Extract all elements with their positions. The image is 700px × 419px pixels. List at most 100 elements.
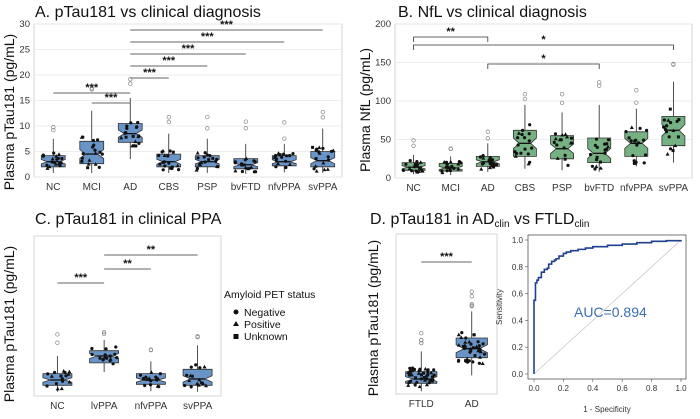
- panel-c-box-nfvPPA-point: [158, 372, 162, 376]
- panel-b-box-NC-point: [418, 166, 422, 170]
- panel-b-box-PSP-point: [569, 136, 574, 140]
- roc-xtick-label: 0.8: [646, 384, 658, 393]
- legend-entry-negative: Negative: [244, 307, 286, 319]
- panel-a-box-NC-point: [54, 154, 59, 158]
- panel-a-box-CBS-point: [166, 154, 170, 158]
- panel-c-box-svPPA-point: [189, 365, 193, 369]
- panel-b-box-bvFTD-point: [595, 155, 599, 159]
- panel-a-box-NC-point: [41, 153, 45, 157]
- panel-a-box-PSP-point: [205, 153, 209, 157]
- panel-d-box-FTLD-point: [419, 373, 423, 377]
- panel-b-box-PSP-point: [560, 132, 565, 137]
- panel-b-ytick-0: 0: [386, 173, 391, 184]
- panel-a-box-nfvPPA-point: [291, 152, 295, 156]
- panel-a-box-svPPA-point: [326, 158, 331, 162]
- panel-a-box-bvFTD-point: [249, 165, 254, 169]
- panel-b-box-MCI-point: [440, 169, 444, 173]
- panel-a-box-nfvPPA-point: [272, 155, 277, 159]
- panel-a-box-AD-point: [136, 120, 140, 125]
- panel-a-box-CBS-point: [158, 162, 162, 166]
- panel-b-box-NC-point: [407, 166, 412, 171]
- panel-a-box-PSP-point: [197, 161, 202, 166]
- panel-b-box-AD-point: [478, 155, 482, 159]
- panel-a-box-MCI-point: [86, 162, 91, 166]
- panel-d-box-FTLD-point: [428, 378, 432, 382]
- panel-a-box-bvFTD-point: [246, 167, 250, 171]
- panel-c-box-lvPPA-outlier: [101, 331, 107, 337]
- panel-c-box-nfvPPA-point: [154, 375, 158, 379]
- panel-d-box-FTLD-point: [414, 376, 418, 380]
- panel-b-title: B. NfL vs clinical diagnosis: [398, 4, 587, 21]
- panel-b-box-CBS-point: [522, 136, 527, 140]
- panel-c-box-svPPA-point: [195, 381, 200, 386]
- panel-b-box-bvFTD-point: [603, 142, 607, 146]
- roc-ytick-label: 0.8: [512, 263, 524, 272]
- panel-a-box-NC-point: [57, 152, 62, 156]
- panel-a-ytick-3: 15: [19, 96, 30, 107]
- panel-b-box-nfvPPA-point: [643, 153, 648, 157]
- panel-b-box-MCI-point: [445, 169, 449, 173]
- panel-c-box-NC-point: [63, 370, 67, 375]
- panel-b-box-AD-point: [479, 166, 484, 171]
- panel-a-box-PSP-point: [211, 156, 215, 160]
- panel-b-box-svPPA-point: [666, 118, 671, 122]
- panel-a-box-svPPA-outlier: [320, 115, 325, 120]
- panel-d-box-FTLD-point: [415, 380, 419, 384]
- panel-b-box-svPPA-point: [668, 147, 673, 151]
- panel-a-box-CBS-point: [162, 160, 166, 164]
- panel-c-box-NC-point: [61, 379, 65, 383]
- panel-d-box-AD-point: [463, 340, 468, 344]
- panel-a-box-svPPA-point: [329, 149, 334, 153]
- panel-b-box-bvFTD-point: [598, 160, 602, 164]
- panel-d-box-AD-point: [473, 353, 477, 358]
- panel-b-box-PSP-point: [552, 140, 556, 144]
- panel-b-box-nfvPPA-point: [632, 159, 636, 163]
- panel-c-box-NC-point: [67, 379, 72, 384]
- panel-b-box-CBS-point: [530, 146, 534, 150]
- panel-d-box-FTLD-point: [425, 377, 429, 381]
- panel-c-box-lvPPA-point: [114, 345, 118, 349]
- panel-c-sig-lvPPA-nfvPPA-label: **: [123, 258, 132, 270]
- panel-c-sig-lvPPA-svPPA-label: **: [147, 244, 156, 256]
- panel-a-box-AD-point: [135, 125, 139, 129]
- panel-a-box-CBS-point: [168, 149, 172, 153]
- panel-b-box-AD-outlier: [485, 129, 490, 134]
- panel-a-box-NC-point: [45, 163, 49, 167]
- panel-b-xtick-bvFTD: bvFTD: [584, 183, 614, 194]
- panel-a-box-AD-point: [133, 139, 138, 144]
- panel-a-xtick-svPPA: svPPA: [308, 182, 338, 193]
- panel-b-box-nfvPPA-point: [638, 126, 642, 130]
- panel-a-box-MCI-point: [97, 165, 101, 169]
- panel-a-box-AD-point: [125, 126, 129, 130]
- roc-ytick-label: 1.0: [512, 236, 524, 245]
- panel-a-box-MCI-point: [86, 166, 90, 170]
- panel-a-xtick-NC: NC: [46, 182, 60, 193]
- panel-a-box-nfvPPA-point: [276, 161, 281, 165]
- panel-a-box-PSP-point: [215, 157, 219, 161]
- panel-a-box-CBS-point: [167, 161, 171, 165]
- panel-b-box-NC-point: [415, 161, 420, 166]
- panel-a-sig-MCI-AD-label: ***: [105, 92, 119, 104]
- panel-b-box-svPPA-point: [671, 128, 676, 133]
- panel-b-xtick-NC: NC: [406, 183, 420, 194]
- panel-b-box-NC-outlier: [411, 143, 416, 148]
- panel-a-xtick-AD: AD: [123, 182, 137, 193]
- panel-c-box-NC-point: [45, 384, 49, 388]
- panel-b-ylabel: Plasma NfL (pg/mL): [357, 48, 373, 172]
- panel-b-ytick-2: 100: [375, 96, 391, 107]
- roc-xtick-label: 0.2: [558, 384, 570, 393]
- panel-a-box-MCI-point: [91, 145, 95, 149]
- panel-c-box-NC-point: [59, 374, 63, 378]
- panel-a-box-nfvPPA-point: [274, 165, 278, 169]
- panel-b: B. NfL vs clinical diagnosis Plasma NfL …: [357, 4, 693, 194]
- panel-c-box-svPPA-point: [204, 383, 209, 388]
- panel-b-box-nfvPPA-point: [624, 130, 628, 134]
- panel-a-box-MCI-outlier: [89, 87, 94, 92]
- panel-d-box-FTLD-point: [409, 379, 413, 383]
- panel-d-box-AD-point: [478, 355, 483, 359]
- panel-b-box-PSP-point: [562, 146, 566, 150]
- panel-c-box-nfvPPA-outlier: [148, 347, 154, 353]
- panel-b-xtick-PSP: PSP: [552, 183, 572, 194]
- panel-b-box-nfvPPA-point: [631, 154, 635, 158]
- panel-b-box-CBS-point: [513, 150, 517, 154]
